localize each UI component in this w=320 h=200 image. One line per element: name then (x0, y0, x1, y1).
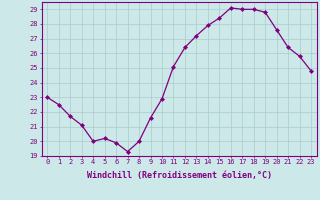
X-axis label: Windchill (Refroidissement éolien,°C): Windchill (Refroidissement éolien,°C) (87, 171, 272, 180)
